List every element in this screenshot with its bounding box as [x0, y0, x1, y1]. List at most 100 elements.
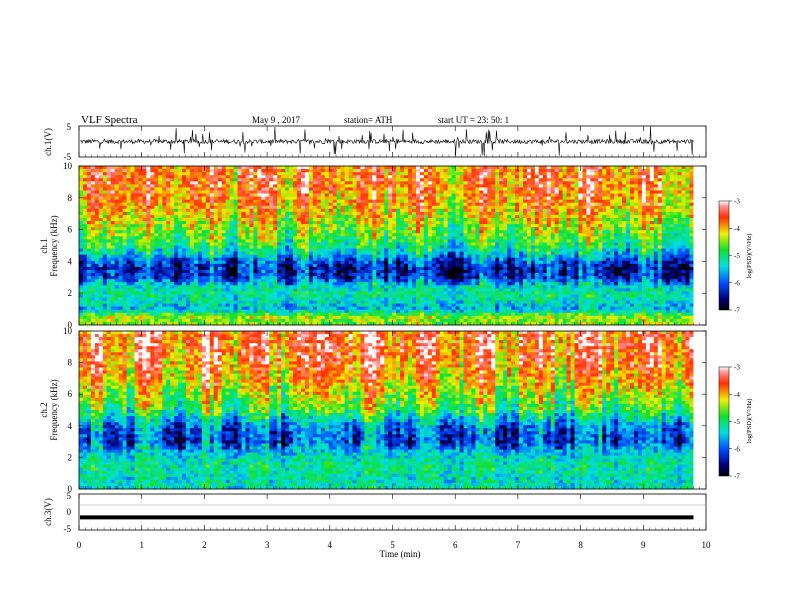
spectrogram-cell — [336, 166, 342, 170]
spectrogram-cell — [404, 245, 409, 249]
spectrogram-cell — [110, 306, 116, 311]
spectrogram-cell — [364, 187, 369, 191]
spectrogram-cell — [340, 214, 345, 219]
spectrogram-cell — [130, 312, 135, 317]
spectrogram-cell — [447, 321, 453, 326]
spectrogram-cell — [261, 300, 266, 304]
spectrogram-cell — [269, 300, 274, 304]
spectrogram-cell — [396, 196, 401, 201]
spectrogram-cell — [412, 208, 417, 213]
spectrogram-cell — [356, 190, 361, 194]
spectrogram-cell — [150, 199, 155, 204]
spectrogram-cell — [241, 279, 246, 283]
spectrogram-cell — [304, 236, 310, 240]
spectrogram-cell — [419, 214, 425, 219]
spectrogram-cell — [336, 321, 342, 326]
spectrogram-cell — [166, 248, 171, 253]
spectrogram-cell — [82, 279, 88, 283]
spectrogram-cell — [324, 282, 330, 286]
spectrogram-cell — [106, 175, 112, 179]
spectrogram-cell — [257, 279, 262, 283]
spectrogram-cell — [158, 236, 163, 240]
spectrogram-cell — [158, 199, 163, 204]
spectrogram-cell — [90, 315, 96, 320]
spectrogram-cell — [352, 242, 357, 246]
spectrogram-cell — [427, 178, 433, 182]
spectrogram-cell — [312, 208, 318, 213]
spectrogram-cell — [134, 224, 139, 228]
spectrogram-cell — [336, 187, 342, 191]
spectrogram-cell — [197, 166, 203, 170]
spectrogram-cell — [301, 175, 306, 179]
spectrogram-cell — [122, 217, 127, 222]
spectrogram-cell — [404, 181, 409, 185]
spectrogram-cell — [98, 214, 104, 219]
spectrogram-cell — [423, 193, 429, 197]
spectrogram-cell — [146, 245, 151, 249]
spectrogram-cell — [122, 266, 127, 271]
spectrogram-cell — [265, 199, 270, 204]
spectrogram-cell — [265, 196, 270, 201]
spectrogram-cell — [336, 169, 342, 173]
spectrogram-cell — [269, 303, 274, 308]
spectrogram-cell — [174, 318, 179, 323]
spectrogram-cell — [372, 273, 377, 277]
spectrogram-cell — [340, 291, 345, 295]
spectrogram-cell — [237, 169, 242, 173]
spectrogram-cell — [106, 227, 112, 231]
spectrogram-cell — [146, 251, 151, 256]
spectrogram-cell — [82, 224, 88, 228]
spectrogram-cell — [328, 312, 334, 317]
spectrogram-cell — [233, 285, 238, 289]
spectrogram-cell — [320, 318, 326, 323]
spectrogram-cell — [447, 166, 453, 170]
spectrogram-cell — [265, 178, 270, 182]
spectrogram-cell — [455, 227, 460, 231]
spectrogram-cell — [186, 175, 191, 179]
spectrogram-cell — [261, 303, 266, 308]
spectrogram-cell — [348, 288, 353, 292]
spectrogram-cell — [245, 242, 250, 246]
spectrogram-cell — [455, 217, 460, 222]
spectrogram-cell — [384, 294, 389, 298]
spectrogram-cell — [328, 269, 334, 274]
spectrogram-cell — [197, 187, 203, 191]
spectrogram-cell — [301, 303, 306, 308]
spectrogram-cell — [138, 205, 143, 210]
spectrogram-cell — [269, 318, 274, 323]
spectrogram-cell — [237, 279, 242, 283]
spectrogram-cell — [79, 321, 84, 326]
spectrogram-cell — [352, 312, 357, 317]
spectrogram-cell — [320, 217, 326, 222]
spectrogram-cell — [396, 266, 401, 271]
spectrogram-cell — [293, 190, 298, 194]
spectrogram-cell — [261, 178, 266, 182]
spectrogram-cell — [79, 178, 84, 182]
spectrogram-cell — [122, 169, 127, 173]
spectrogram-cell — [297, 318, 302, 323]
spectrogram-cell — [209, 166, 215, 170]
spectrogram-cell — [384, 282, 389, 286]
spectrogram-cell — [217, 300, 223, 304]
spectrogram-cell — [304, 315, 310, 320]
spectrogram-cell — [261, 166, 266, 170]
spectrogram-cell — [79, 269, 84, 274]
spectrogram-cell — [384, 239, 389, 243]
spectrogram-cell — [269, 208, 274, 213]
spectrogram-cell — [384, 211, 389, 216]
spectrogram-cell — [241, 166, 246, 170]
spectrogram-cell — [435, 205, 441, 210]
spectrogram-cell — [400, 248, 405, 253]
spectrogram-cell — [253, 208, 258, 213]
spectrogram-cell — [277, 211, 282, 216]
spectrogram-cell — [146, 196, 151, 201]
spectrogram-cell — [336, 199, 342, 204]
spectrogram-cell — [126, 172, 131, 176]
spectrogram-cell — [392, 205, 397, 210]
spectrogram-cell — [241, 251, 246, 256]
spectrogram-cell — [289, 269, 294, 274]
spectrogram-cell — [400, 321, 405, 326]
spectrogram-cell — [142, 269, 147, 274]
spectrogram-cell — [368, 211, 373, 216]
spectrogram-cell — [435, 300, 441, 304]
